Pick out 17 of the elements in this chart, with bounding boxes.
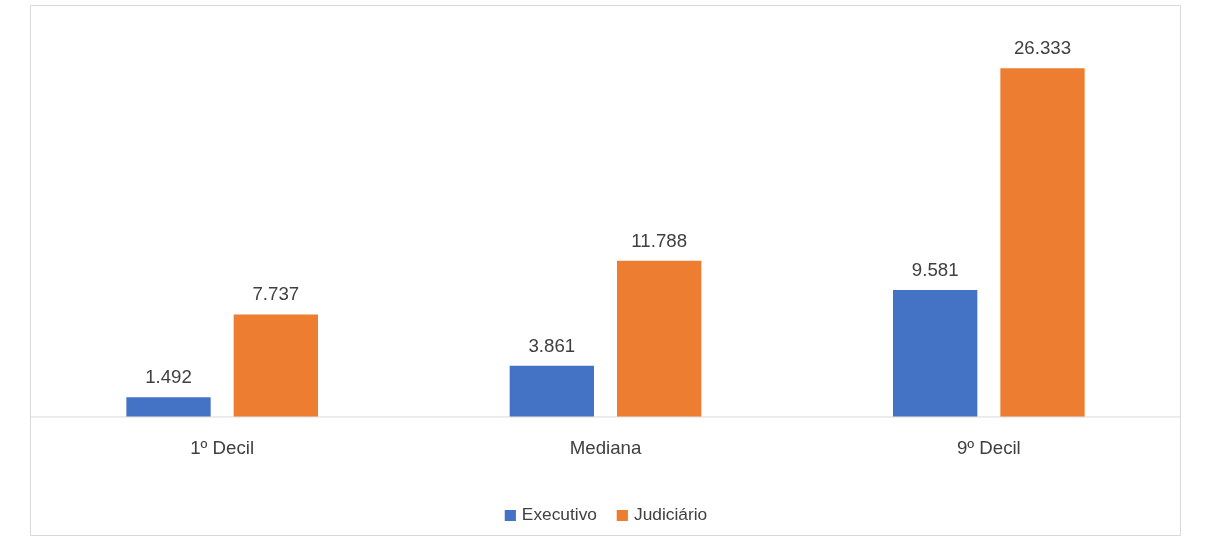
legend-label: Judiciário <box>633 504 708 525</box>
data-label: 11.788 <box>631 229 688 251</box>
bar <box>126 397 211 417</box>
bar <box>893 290 978 417</box>
data-label: 1.492 <box>145 366 192 388</box>
bar <box>509 365 594 417</box>
x-tick-label: 9º Decil <box>956 436 1021 458</box>
data-label: 9.581 <box>911 259 959 281</box>
legend-label: Executivo <box>521 504 597 525</box>
x-tick-label: Mediana <box>569 436 642 458</box>
data-label: 7.737 <box>252 283 300 305</box>
data-label: 26.333 <box>1013 37 1072 59</box>
x-tick-label: 1º Decil <box>190 436 255 458</box>
bar <box>1000 68 1085 417</box>
data-label: 3.861 <box>528 334 576 356</box>
bar <box>233 314 318 417</box>
bar <box>617 260 702 417</box>
